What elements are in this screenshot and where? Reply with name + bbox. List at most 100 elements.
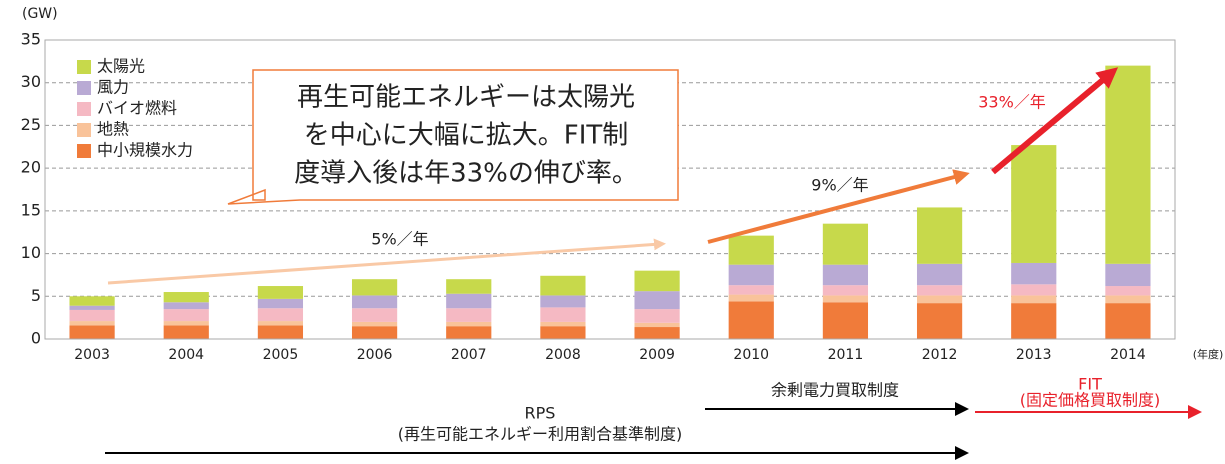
- legend-label: 太陽光: [97, 57, 145, 76]
- legend-swatch: [77, 144, 91, 158]
- bar-segment: [163, 321, 209, 326]
- bar-segment: [916, 303, 963, 339]
- bar-segment: [916, 285, 963, 296]
- bar-segment: [69, 305, 115, 310]
- bar-segment: [1105, 263, 1151, 287]
- bar-segment: [634, 322, 680, 328]
- plot: 0 5 10 15 20 25 30 35 2003 2004 2005 2006 2007 2008 20…: [21, 30, 1175, 363]
- bar-segment: [822, 223, 869, 265]
- bar-segment: [69, 321, 115, 326]
- bar-segment: [822, 295, 869, 303]
- bar-segment: [540, 321, 586, 327]
- bar-segment: [1105, 286, 1151, 296]
- bar-segment: [822, 285, 869, 296]
- bar-segment: [634, 309, 680, 323]
- bar-segment: [540, 326, 586, 339]
- annotation: (固定価格買取制度): [1020, 391, 1161, 410]
- bar-segment: [69, 296, 115, 306]
- bar-segment: [916, 207, 963, 264]
- annotation: 5%／年: [371, 230, 428, 249]
- annotation: (再生可能エネルギー利用割合基準制度): [398, 425, 683, 444]
- legend-label: 地熱: [97, 120, 129, 139]
- callout-box: [227, 69, 679, 205]
- callout-text: 再生可能エネルギーは太陽光: [297, 83, 635, 113]
- y-tick-label: 35: [21, 30, 41, 49]
- bar-segment: [351, 326, 398, 339]
- bar-segment: [163, 325, 209, 339]
- bar-segment: [728, 301, 774, 339]
- bar-segment: [822, 264, 869, 286]
- bar-segment: [1105, 295, 1151, 304]
- x-tick-label: 2012: [922, 347, 958, 363]
- bar-segment: [257, 325, 304, 339]
- y-tick-label: 30: [21, 72, 41, 91]
- bar-segment: [446, 326, 492, 339]
- x-tick-label: 2011: [828, 347, 864, 363]
- x-tick-label: 2006: [357, 347, 393, 363]
- arrow: [991, 67, 1119, 175]
- bar-segment: [163, 292, 209, 303]
- bar-segment: [69, 309, 115, 322]
- arrow: [107, 238, 666, 285]
- legend-swatch: [77, 60, 91, 74]
- unit-label: (GW): [22, 6, 58, 22]
- y-tick-label: 5: [31, 286, 41, 305]
- legend-label: 風力: [97, 78, 129, 97]
- bar-segment: [1011, 303, 1057, 339]
- bar-segment: [916, 263, 963, 286]
- bar-segment: [446, 279, 492, 294]
- bar-segment: [540, 295, 586, 308]
- x-tick-label: 2005: [263, 347, 299, 363]
- bar-segment: [822, 302, 869, 339]
- callout-text: 度導入後は年33%の伸び率。: [294, 159, 638, 189]
- x-unit-label: (年度): [1193, 347, 1224, 361]
- bar-segment: [257, 308, 304, 322]
- y-tick-label: 15: [21, 200, 41, 219]
- legend-label: 中小規模水力: [97, 141, 193, 160]
- bar-segment: [446, 293, 492, 309]
- y-tick-label: 0: [31, 329, 41, 348]
- legend-label: バイオ燃料: [97, 99, 177, 118]
- y-tick-label: 10: [21, 243, 41, 262]
- bar-segment: [351, 279, 398, 296]
- annotation: FIT: [1078, 375, 1102, 394]
- bar-segment: [540, 307, 586, 322]
- annotation: 33%／年: [978, 93, 1046, 112]
- x-tick-label: 2003: [74, 347, 110, 363]
- bar-segment: [446, 308, 492, 322]
- bar-segment: [1105, 65, 1151, 264]
- bar-segment: [257, 321, 304, 326]
- annotation: 9%／年: [811, 176, 868, 195]
- bar-segment: [163, 309, 209, 322]
- bar-segment: [163, 302, 209, 310]
- bar-segment: [351, 295, 398, 309]
- x-tick-label: 2009: [639, 347, 675, 363]
- x-tick-label: 2004: [168, 347, 204, 363]
- bar-segment: [728, 264, 774, 286]
- bar-segment: [728, 285, 774, 295]
- bar-segment: [69, 325, 115, 339]
- bar-segment: [351, 321, 398, 327]
- legend-swatch: [77, 123, 91, 137]
- callout-text: を中心に大幅に拡大。FIT制: [304, 121, 629, 151]
- bar-segment: [1011, 284, 1057, 296]
- bar-segment: [257, 298, 304, 309]
- bar-segment: [634, 327, 680, 339]
- plot-frame: [44, 39, 1176, 340]
- x-tick-label: 2013: [1016, 347, 1052, 363]
- bar-segment: [634, 270, 680, 292]
- bar-segment: [540, 275, 586, 296]
- bar-segment: [1011, 295, 1057, 304]
- bar-segment: [446, 321, 492, 327]
- bar-segment: [728, 235, 774, 265]
- annotation: 余剰電力買取制度: [771, 381, 899, 400]
- annotation: RPS: [525, 404, 556, 423]
- x-tick-label: 2008: [545, 347, 581, 363]
- bar-segment: [1011, 145, 1057, 263]
- bar-segment: [257, 286, 304, 299]
- legend-swatch: [77, 81, 91, 95]
- bar-segment: [1011, 262, 1057, 285]
- bar-segment: [634, 291, 680, 310]
